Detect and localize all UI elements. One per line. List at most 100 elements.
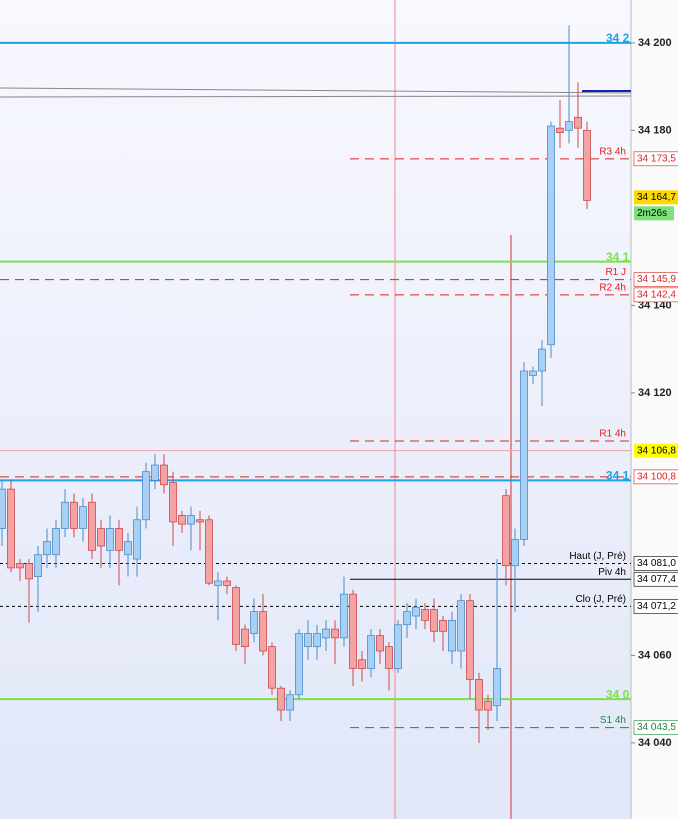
level-tag: 34 2: [606, 31, 630, 45]
candles: [0, 25, 591, 743]
level-value-label: 34 100,8: [637, 472, 676, 483]
candle-body: [205, 519, 213, 584]
level-value-label: 34 043,5: [637, 722, 676, 733]
level-name: R3 4h: [599, 146, 626, 157]
candle-body: [367, 635, 375, 669]
candle-body: [529, 370, 537, 376]
level-name: R2 4h: [599, 283, 626, 294]
level-value-box: [633, 556, 678, 571]
candle-body: [223, 580, 231, 586]
candle-body: [493, 668, 501, 707]
candle-body: [439, 619, 447, 632]
labels: 34 200 34 180 34 140 34 120 34 060 34 040 34 2…: [569, 31, 678, 749]
candle-body: [583, 129, 591, 201]
candle-body: [34, 554, 42, 578]
candle-body: [142, 471, 150, 521]
candle-body: [556, 127, 564, 133]
candle-body: [70, 501, 78, 529]
candle-body: [412, 606, 420, 617]
level-value-label: 34 173,5: [637, 153, 676, 164]
level-value-box: [633, 720, 678, 735]
candle-body: [484, 700, 492, 711]
level-name: Haut (J, Pré): [569, 551, 626, 562]
level-value-box: [633, 599, 678, 614]
last-price-label: 34 164,7: [637, 192, 676, 203]
candle-body: [25, 563, 33, 580]
candle-body: [268, 646, 276, 689]
candle-body: [124, 541, 132, 556]
candle-body: [394, 624, 402, 669]
candle-body: [43, 541, 51, 556]
candle-body: [187, 514, 195, 525]
y-tick-label: 34 200: [638, 37, 672, 49]
level-value-box: [633, 571, 678, 587]
candle-body: [574, 116, 582, 129]
candle-body: [349, 593, 357, 669]
candle-body: [295, 633, 303, 696]
candle-body: [385, 646, 393, 669]
candle-body: [88, 501, 96, 551]
plot-area: [0, 0, 631, 819]
candle-body: [304, 633, 312, 648]
level-tag: 34 0: [606, 687, 630, 701]
candle-body: [430, 609, 438, 632]
candle-body: [322, 628, 330, 639]
candle-body: [466, 600, 474, 680]
candle-body: [421, 609, 429, 621]
candle-body: [115, 528, 123, 551]
candle-body: [502, 495, 510, 567]
candle-body: [313, 633, 321, 648]
candle-body: [169, 482, 177, 523]
level-value-box: [633, 151, 678, 167]
level-value-label: 34 106,8: [637, 445, 676, 456]
candle-body: [160, 464, 168, 486]
candle-body: [61, 501, 69, 529]
candle-body: [16, 563, 24, 569]
candle-body: [448, 619, 456, 652]
trend-line: [0, 95, 632, 98]
y-tick-label: 34 180: [638, 124, 672, 136]
level-name: R1 4h: [599, 429, 626, 440]
candle-body: [52, 528, 60, 556]
candle-body: [376, 635, 384, 652]
timer-box: [634, 206, 674, 221]
candle-body: [538, 348, 546, 372]
candle-body: [178, 514, 186, 525]
level-name: S1 4h: [600, 715, 626, 726]
level-name: R1 J: [605, 267, 626, 278]
candle-body: [106, 528, 114, 551]
candle-body: [79, 506, 87, 529]
candle-body: [331, 628, 339, 639]
candle-body: [520, 370, 528, 540]
candle-body: [277, 687, 285, 711]
y-tick-label: 34 120: [638, 387, 672, 399]
level-value-label: 34 071,2: [637, 601, 676, 612]
level-tag: 34 1: [606, 250, 630, 264]
candle-body: [196, 519, 204, 523]
candle-body: [475, 679, 483, 711]
candle-body: [0, 488, 6, 529]
level-value-label: 34 077,4: [637, 574, 676, 585]
trend-line: [0, 87, 632, 94]
candle-body: [7, 488, 15, 569]
y-tick-label: 34 140: [638, 299, 672, 311]
candle-body: [403, 611, 411, 626]
candle-body: [511, 539, 519, 567]
level-value-box: [633, 287, 678, 303]
last-price-box: [634, 190, 678, 205]
candle-body: [565, 121, 573, 131]
level-value-box: [633, 272, 678, 287]
candle-body: [97, 528, 105, 547]
candle-body: [151, 464, 159, 481]
y-tick-label: 34 040: [638, 737, 672, 749]
price-axis: [631, 0, 678, 819]
candle-body: [241, 628, 249, 648]
candle-body: [547, 125, 555, 346]
level-name: Piv 4h: [598, 567, 626, 578]
level-value-box: [634, 443, 678, 458]
level-tag: 34 1: [606, 469, 630, 483]
candle-body: [250, 611, 258, 634]
level-value-label: 34 081,0: [637, 558, 676, 569]
